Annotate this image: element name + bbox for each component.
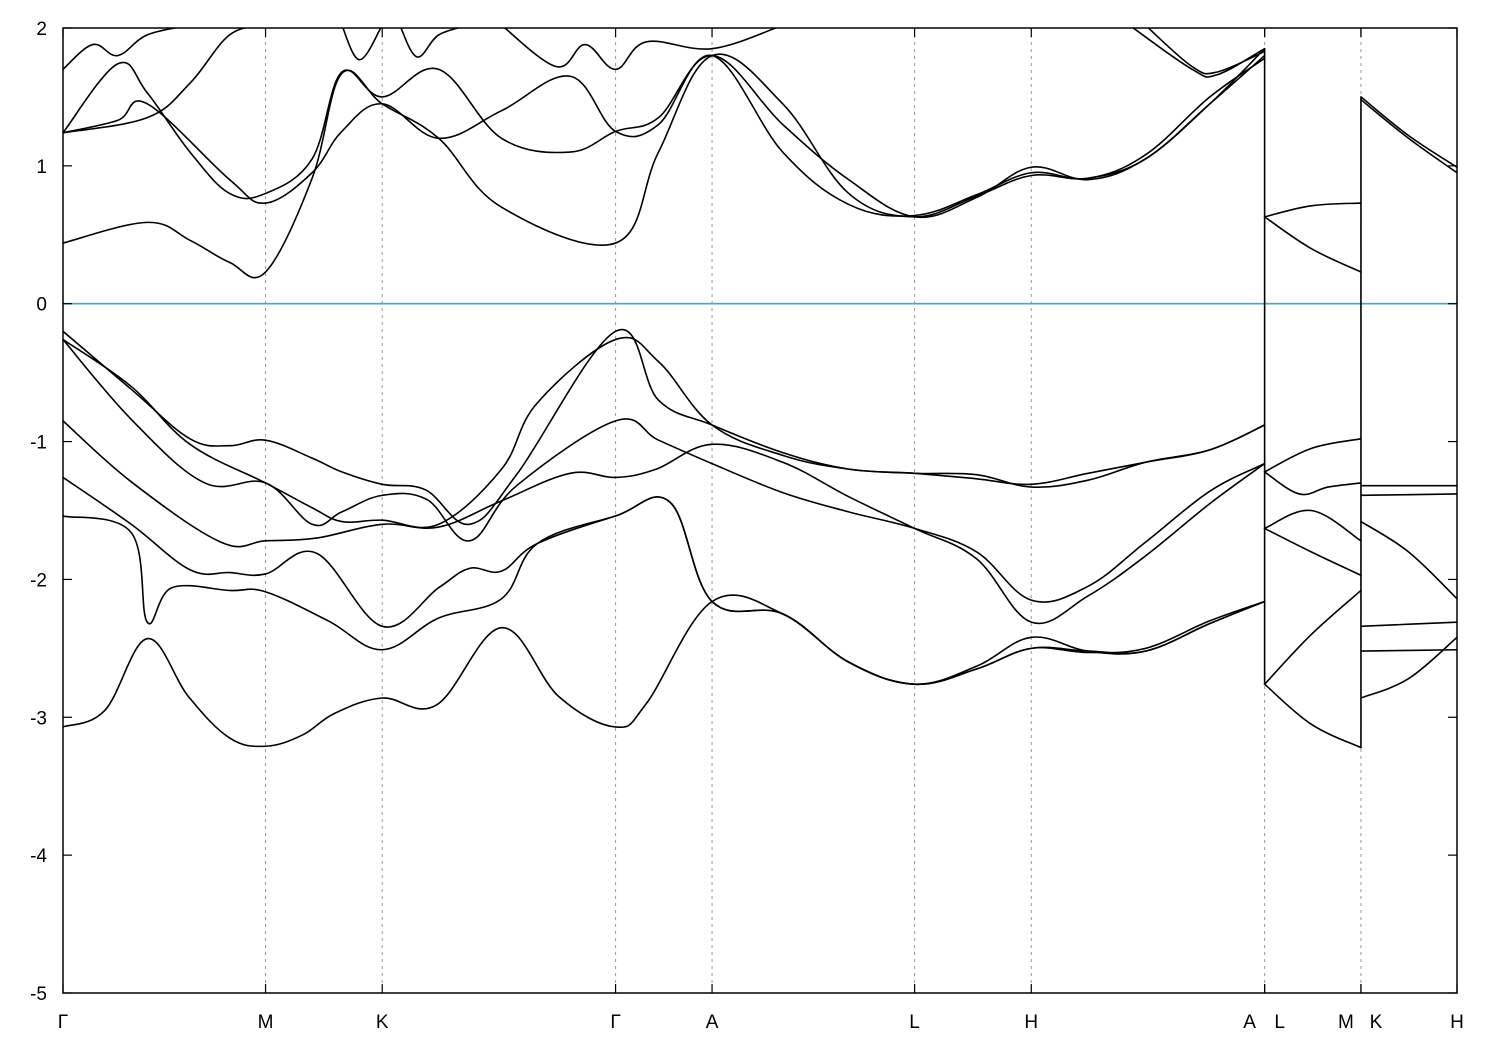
band-line <box>1263 216 1362 273</box>
kpoint-label: L <box>909 1012 920 1033</box>
y-tick-label: 1 <box>36 157 47 178</box>
kpoint-label: A <box>706 1012 719 1033</box>
band-line <box>1263 527 1362 577</box>
kpoint-label: K <box>376 1012 389 1033</box>
band-line <box>63 336 1266 529</box>
kpoint-label: Γ <box>58 1012 68 1033</box>
band-line <box>63 328 1266 526</box>
band-line <box>63 47 1266 219</box>
band-line <box>1360 98 1457 174</box>
kpoint-label: M <box>1338 1012 1354 1033</box>
y-tick-label: -5 <box>30 984 47 1005</box>
band-line <box>63 53 1266 279</box>
band-line <box>1360 648 1457 652</box>
band-line <box>342 28 382 61</box>
band-line <box>1360 493 1457 497</box>
band-line <box>1263 202 1362 218</box>
kpoint-label: Γ <box>610 1012 620 1033</box>
band-line <box>1263 471 1362 496</box>
y-tick-label: 0 <box>36 295 47 316</box>
kpoint-label: H <box>1024 1012 1038 1033</box>
discontinuity-layer <box>1263 48 1362 748</box>
band-line <box>63 28 180 71</box>
band-line <box>503 28 778 71</box>
kpoint-label: M <box>258 1012 274 1033</box>
band-line <box>1360 636 1457 699</box>
y-tick-label: -1 <box>30 433 47 454</box>
band-line <box>1263 509 1362 542</box>
y-tick-label: -4 <box>30 846 47 867</box>
kpoint-label: K <box>1370 1012 1383 1033</box>
band-line <box>63 420 1266 625</box>
kpoint-label: L <box>1274 1012 1285 1033</box>
y-tick-label: 2 <box>36 19 47 40</box>
tick-layer <box>62 27 1458 994</box>
band-line <box>1360 520 1457 600</box>
band-line <box>1360 96 1457 169</box>
plot-frame <box>62 27 1458 994</box>
band-line <box>1360 621 1457 628</box>
y-tick-label: -2 <box>30 570 47 591</box>
band-line <box>1263 683 1362 749</box>
kpoint-label: H <box>1450 1012 1464 1033</box>
band-line <box>1263 589 1362 685</box>
band-line <box>1147 28 1266 75</box>
label-layer: 210-1-2-3-4-5Γ M K Γ A L H A L M K H <box>30 19 1464 1033</box>
band-line <box>63 28 249 134</box>
band-line <box>63 54 1266 217</box>
band-line <box>63 476 1266 686</box>
kpoint-label: A <box>1243 1012 1256 1033</box>
band-line <box>1263 438 1362 473</box>
y-tick-label: -3 <box>30 708 47 729</box>
band-layer <box>63 28 1457 749</box>
